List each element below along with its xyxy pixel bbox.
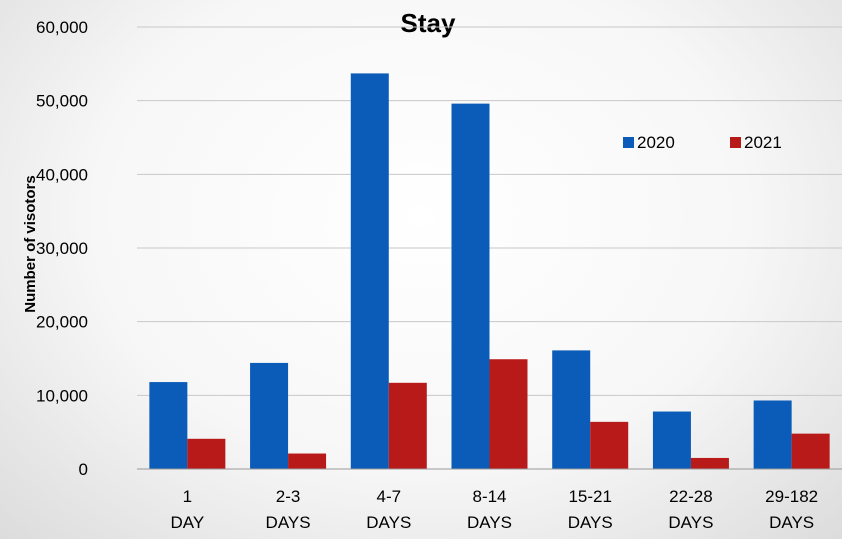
- bar-2020-29-182-days: [753, 400, 792, 469]
- legend-swatch: [623, 137, 634, 148]
- legend: 2020 2021: [623, 133, 782, 152]
- y-tick-label: 40,000: [36, 165, 88, 184]
- y-tick-label: 0: [79, 460, 88, 479]
- x-tick-label: 1 DAY: [171, 487, 205, 532]
- x-tick-label: 2-3 DAYS: [266, 487, 311, 532]
- bar-2020-22-28-days: [652, 411, 691, 469]
- y-axis-ticks: 0 10,000 20,000 30,000 40,000 50,000 60,000: [36, 18, 88, 479]
- bar-2021-1-day: [187, 438, 226, 469]
- x-axis-ticks: 1 DAY 2-3 DAYS 4-7 DAYS 8-14 DAYS 15-21 DAYS 22-28…: [171, 487, 819, 532]
- y-axis-label: Number of visotors: [22, 175, 39, 313]
- x-tick-label: 4-7 DAYS: [366, 487, 411, 532]
- bar-2021-4-7-days: [388, 382, 427, 469]
- bar-2020-1-day: [149, 382, 188, 469]
- x-tick-label: 29-182 DAYS: [765, 487, 818, 532]
- bar-2021-2-3-days: [288, 453, 327, 469]
- x-tick-label: 15-21 DAYS: [568, 487, 613, 532]
- y-tick-label: 60,000: [36, 18, 88, 37]
- bar-2020-8-14-days: [451, 103, 490, 469]
- bar-2021-8-14-days: [489, 359, 528, 469]
- bars: [149, 73, 830, 469]
- bar-2021-29-182-days: [791, 433, 830, 469]
- legend-swatch: [730, 137, 741, 148]
- legend-label: 2020: [637, 133, 675, 152]
- y-tick-label: 10,000: [36, 386, 88, 405]
- x-tick-label: 22-28 DAYS: [668, 487, 713, 532]
- y-tick-label: 20,000: [36, 313, 88, 332]
- bar-2021-15-21-days: [590, 421, 629, 469]
- bar-2020-4-7-days: [350, 73, 389, 469]
- bar-2021-22-28-days: [690, 457, 729, 469]
- bar-2020-2-3-days: [250, 362, 289, 469]
- y-tick-label: 30,000: [36, 239, 88, 258]
- legend-label: 2021: [744, 133, 782, 152]
- chart-title: Stay: [401, 8, 456, 38]
- bar-2020-15-21-days: [552, 350, 591, 469]
- x-tick-label: 8-14 DAYS: [467, 487, 512, 532]
- y-tick-label: 50,000: [36, 92, 88, 111]
